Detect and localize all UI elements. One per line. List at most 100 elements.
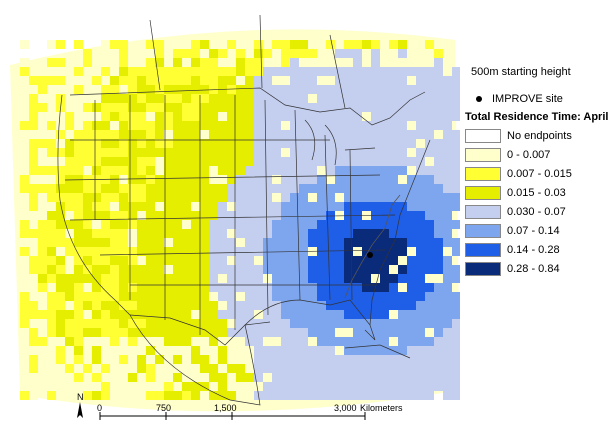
grid-cell: [29, 229, 38, 238]
grid-cell: [443, 283, 452, 292]
grid-cell: [353, 130, 362, 139]
grid-cell: [38, 148, 47, 157]
grid-cell: [83, 301, 92, 310]
grid-cell: [29, 148, 38, 157]
grid-cell: [200, 94, 209, 103]
grid-cell: [74, 247, 83, 256]
grid-cell: [371, 319, 380, 328]
grid-cell: [245, 283, 254, 292]
grid-cell: [272, 292, 281, 301]
grid-cell: [182, 130, 191, 139]
starting-height-label: 500m starting height: [471, 66, 571, 78]
grid-cell: [227, 103, 236, 112]
grid-cell: [29, 364, 38, 373]
grid-cell: [344, 292, 353, 301]
grid-cell: [290, 175, 299, 184]
grid-cell: [308, 238, 317, 247]
grid-cell: [290, 211, 299, 220]
grid-cell: [317, 373, 326, 382]
grid-cell: [299, 121, 308, 130]
grid-cell: [254, 94, 263, 103]
grid-cell: [101, 211, 110, 220]
grid-cell: [191, 157, 200, 166]
grid-cell: [452, 157, 460, 166]
grid-cell: [20, 85, 29, 94]
grid-cell: [92, 328, 101, 337]
grid-cell: [317, 220, 326, 229]
grid-cell: [47, 85, 56, 94]
grid-cell: [74, 112, 83, 121]
grid-cell: [398, 337, 407, 346]
grid-cell: [236, 85, 245, 94]
grid-cell: [137, 310, 146, 319]
grid-cell: [281, 346, 290, 355]
grid-cell: [65, 85, 74, 94]
grid-cell: [353, 67, 362, 76]
grid-cell: [128, 328, 137, 337]
grid-cell: [65, 391, 74, 400]
grid-cell: [272, 220, 281, 229]
grid-cell: [317, 202, 326, 211]
grid-cell: [227, 346, 236, 355]
grid-cell: [83, 391, 92, 400]
grid-cell: [335, 238, 344, 247]
grid-cell: [101, 382, 110, 391]
grid-cell: [56, 382, 65, 391]
grid-cell: [92, 319, 101, 328]
grid-cell: [389, 256, 398, 265]
grid-cell: [317, 211, 326, 220]
grid-cell: [218, 121, 227, 130]
grid-cell: [137, 193, 146, 202]
grid-cell: [173, 121, 182, 130]
grid-cell: [83, 355, 92, 364]
grid-cell: [38, 112, 47, 121]
grid-cell: [191, 184, 200, 193]
grid-cell: [371, 112, 380, 121]
grid-cell: [335, 301, 344, 310]
grid-cell: [110, 148, 119, 157]
grid-cell: [218, 328, 227, 337]
grid-cell: [20, 373, 29, 382]
grid-cell: [272, 310, 281, 319]
grid-cell: [128, 346, 137, 355]
grid-cell: [434, 319, 443, 328]
grid-cell: [110, 274, 119, 283]
grid-cell: [38, 238, 47, 247]
grid-cell: [110, 364, 119, 373]
grid-cell: [434, 166, 443, 175]
legend-swatch: [465, 224, 501, 238]
grid-cell: [29, 94, 38, 103]
grid-cell: [83, 274, 92, 283]
grid-cell: [92, 85, 101, 94]
grid-cell: [254, 346, 263, 355]
grid-cell: [380, 319, 389, 328]
grid-cell: [191, 148, 200, 157]
grid-cell: [173, 148, 182, 157]
grid-cell: [182, 364, 191, 373]
grid-cell: [371, 310, 380, 319]
grid-cell: [272, 40, 281, 49]
grid-cell: [371, 49, 380, 58]
grid-cell: [416, 373, 425, 382]
grid-cell: [281, 67, 290, 76]
grid-cell: [227, 301, 236, 310]
grid-cell: [434, 157, 443, 166]
grid-cell: [164, 283, 173, 292]
grid-cell: [137, 184, 146, 193]
grid-cell: [227, 67, 236, 76]
grid-cell: [128, 211, 137, 220]
grid-cell: [308, 220, 317, 229]
grid-cell: [128, 85, 137, 94]
grid-cell: [254, 328, 263, 337]
grid-cell: [308, 211, 317, 220]
grid-cell: [47, 76, 56, 85]
grid-cell: [389, 364, 398, 373]
grid-cell: [83, 130, 92, 139]
grid-cell: [182, 337, 191, 346]
grid-cell: [56, 355, 65, 364]
grid-cell: [146, 328, 155, 337]
grid-cell: [452, 364, 460, 373]
grid-cell: [353, 49, 362, 58]
grid-cell: [407, 328, 416, 337]
grid-cell: [290, 139, 299, 148]
